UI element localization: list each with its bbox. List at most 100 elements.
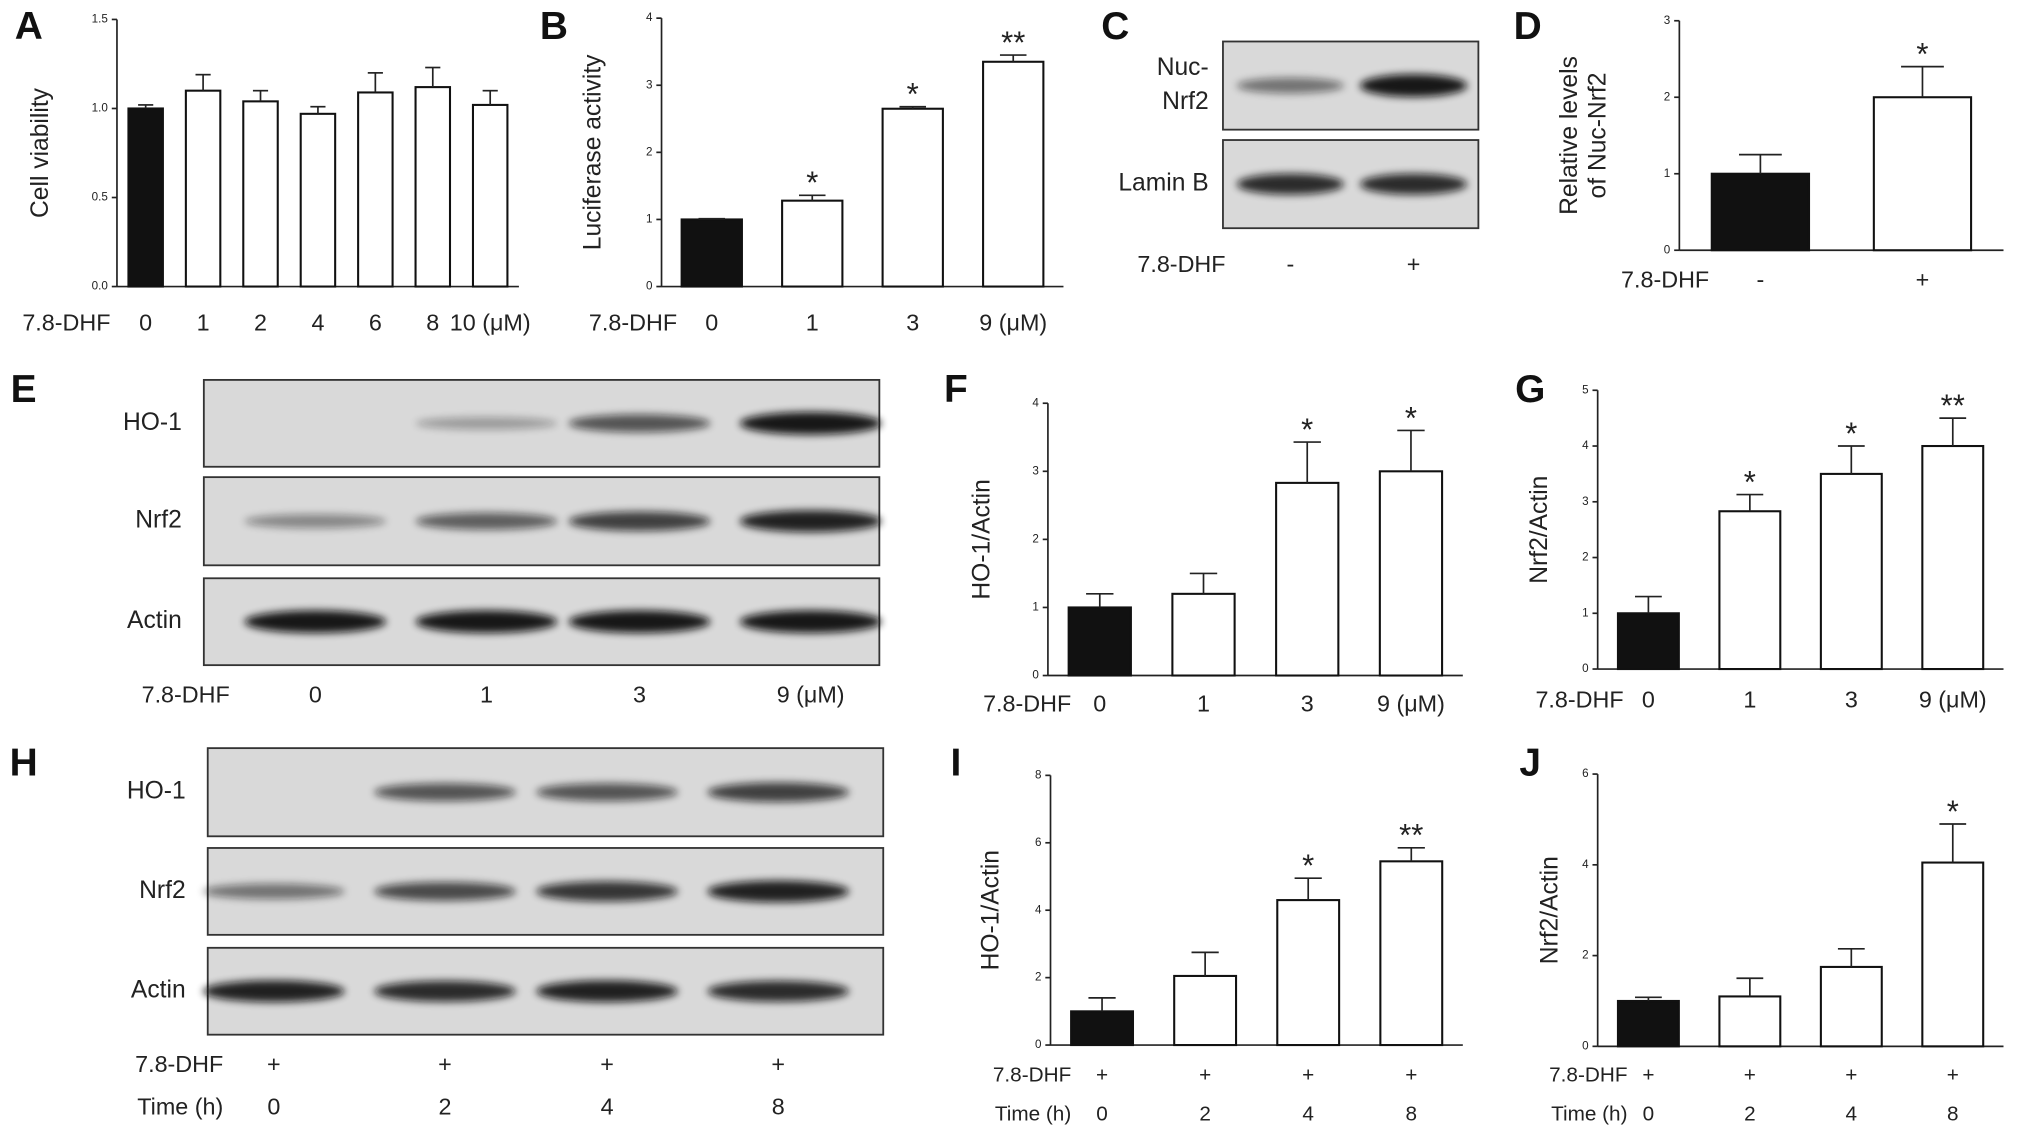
y-tick-label: 2 — [1582, 949, 1588, 962]
blot-band — [568, 414, 711, 433]
x-tick-label: 1 — [197, 309, 210, 335]
blot-row-label: HO-1 — [123, 409, 182, 436]
treatment-label: 7.8-DHF — [993, 1064, 1071, 1087]
lane-value: 2 — [439, 1094, 452, 1120]
significance: * — [1405, 400, 1417, 435]
blot-band — [707, 880, 850, 903]
x-tick-label: 10 (μM) — [450, 309, 531, 335]
category-label: Time (h) — [1551, 1103, 1627, 1126]
blot-band — [415, 512, 558, 530]
blot-row-label: Nrf2 — [135, 507, 182, 534]
lane-value: 4 — [601, 1094, 614, 1120]
blot-row-label: Lamin B — [1118, 170, 1208, 197]
bar — [1872, 96, 1973, 252]
significance: * — [1302, 848, 1314, 883]
x-tick-label: 3 — [1301, 691, 1314, 717]
lane-value: 0 — [267, 1094, 280, 1120]
blot-band — [707, 782, 850, 802]
panel-label: F — [944, 368, 968, 411]
panel-label: A — [15, 5, 43, 48]
lane-value: + — [600, 1051, 614, 1077]
bar — [781, 199, 844, 288]
blot-band — [568, 610, 711, 633]
bar — [1379, 860, 1444, 1047]
treatment-label: 7.8-DHF — [1549, 1064, 1627, 1087]
category-label: 7.8-DHF — [1535, 687, 1623, 713]
blot-row-label: Actin — [131, 977, 186, 1004]
y-tick-label: 1.5 — [92, 13, 108, 26]
y-tick-label: 3 — [1032, 464, 1038, 477]
lane-value: 1 — [480, 681, 493, 707]
y-axis-label: Luciferase activity — [580, 54, 607, 250]
bar — [1616, 999, 1680, 1048]
blot-band — [568, 511, 711, 531]
x-tick-label: 9 (μM) — [1377, 691, 1445, 717]
bar — [357, 91, 394, 288]
y-tick-label: 2 — [1582, 551, 1588, 564]
y-axis-label: Cell viability — [27, 87, 54, 218]
blot-row-label: Nuc- — [1157, 54, 1209, 81]
x-tick-label: 0 — [1642, 687, 1655, 713]
x-tick-label: 3 — [1845, 687, 1858, 713]
y-tick-label: 1 — [1582, 606, 1588, 619]
y-axis-label: HO-1/Actin — [969, 479, 996, 599]
panel-label: E — [11, 368, 37, 411]
blot-band — [202, 980, 345, 1003]
y-tick-label: 0 — [1582, 1039, 1589, 1052]
y-tick-label: 4 — [1582, 858, 1589, 871]
y-tick-label: 3 — [1582, 495, 1588, 508]
blot-row-label: Nrf2 — [1162, 88, 1209, 115]
y-tick-label: 2 — [1664, 90, 1670, 103]
bar — [242, 100, 279, 288]
y-tick-label: 4 — [646, 11, 653, 24]
significance: * — [1947, 794, 1959, 829]
bar — [299, 112, 337, 288]
x-tick-label: 0 — [139, 309, 152, 335]
y-tick-label: 0 — [1032, 669, 1039, 682]
lane-value: + — [438, 1051, 452, 1077]
blot-band — [374, 882, 516, 901]
panel-label: D — [1514, 5, 1542, 48]
y-tick-label: 1 — [1032, 601, 1038, 614]
bar — [1070, 1010, 1135, 1047]
x-tick-label: 9 (μM) — [979, 309, 1047, 335]
y-axis-label: of Nuc-Nrf2 — [1584, 73, 1611, 199]
lane-value: 8 — [772, 1094, 785, 1120]
significance: * — [907, 77, 919, 112]
y-tick-label: 6 — [1035, 836, 1041, 849]
bar — [1171, 592, 1236, 677]
lane-label: 7.8-DHF — [135, 1051, 223, 1077]
panel-label: B — [540, 5, 568, 48]
x-tick-label: 2 — [1199, 1103, 1211, 1126]
y-tick-label: 0 — [1664, 243, 1671, 256]
y-tick-label: 2 — [1032, 532, 1038, 545]
blot-band — [244, 514, 387, 529]
y-tick-label: 1 — [1664, 167, 1670, 180]
significance: * — [806, 165, 818, 200]
lane-label: 7.8-DHF — [1137, 251, 1225, 277]
bar — [1276, 899, 1341, 1047]
bar — [414, 86, 452, 288]
x-tick-label: 9 (μM) — [1919, 687, 1987, 713]
blot-band — [739, 412, 882, 435]
bar — [1275, 481, 1340, 677]
x-tick-label: 1 — [806, 309, 819, 335]
x-tick-label: 8 — [1947, 1103, 1959, 1126]
bar — [1710, 172, 1811, 252]
blot-row-label: HO-1 — [127, 778, 186, 805]
bar — [1921, 861, 1985, 1048]
x-tick-label: 4 — [1846, 1103, 1858, 1126]
bar — [471, 103, 509, 288]
x-tick-label: 0 — [1093, 691, 1106, 717]
category-label: Time (h) — [995, 1103, 1071, 1126]
y-axis-label: HO-1/Actin — [978, 850, 1005, 970]
blot-band — [1359, 173, 1468, 195]
x-tick-label: 0 — [1096, 1103, 1108, 1126]
treatment-value: + — [1845, 1064, 1857, 1087]
y-tick-label: 0.5 — [92, 191, 108, 204]
x-tick-label: + — [1916, 267, 1930, 293]
x-tick-label: 8 — [1406, 1103, 1418, 1126]
y-tick-label: 1 — [646, 213, 652, 226]
significance: * — [1744, 464, 1756, 499]
